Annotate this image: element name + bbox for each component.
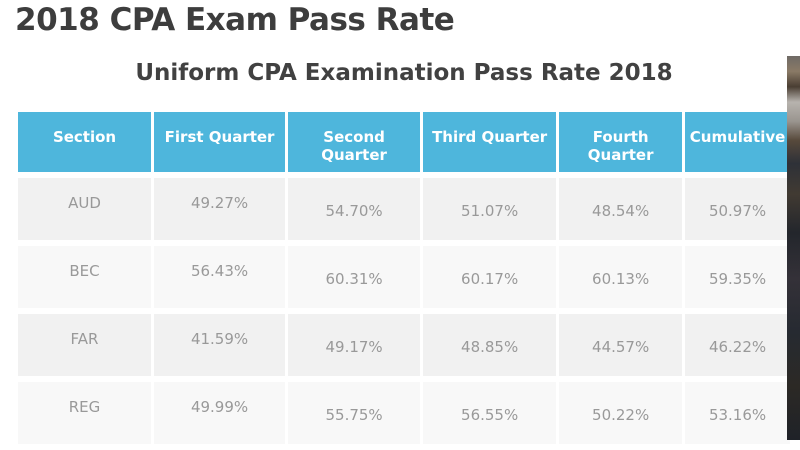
value-cell: 48.54% xyxy=(559,178,683,240)
section-cell: FAR xyxy=(18,314,152,376)
section-cell: REG xyxy=(18,382,152,444)
value-cell: 41.59% xyxy=(154,314,286,376)
pass-rate-table: Section First Quarter Second Quarter Thi… xyxy=(15,106,793,450)
header-cell-cumulative: Cumulative xyxy=(685,112,790,172)
cropped-photo-edge xyxy=(787,56,800,440)
value-cell: 60.17% xyxy=(423,246,557,308)
value-cell: 51.07% xyxy=(423,178,557,240)
section-cell: AUD xyxy=(18,178,152,240)
value-cell: 54.70% xyxy=(288,178,421,240)
table-subtitle: Uniform CPA Examination Pass Rate 2018 xyxy=(135,60,673,86)
value-cell: 50.97% xyxy=(685,178,790,240)
page-title: 2018 CPA Exam Pass Rate xyxy=(15,2,455,38)
header-cell-third-quarter: Third Quarter xyxy=(423,112,557,172)
header-cell-fourth-quarter: Fourth Quarter xyxy=(559,112,683,172)
header-cell-section: Section xyxy=(18,112,152,172)
value-cell: 49.27% xyxy=(154,178,286,240)
value-cell: 60.31% xyxy=(288,246,421,308)
value-cell: 56.43% xyxy=(154,246,286,308)
value-cell: 60.13% xyxy=(559,246,683,308)
value-cell: 49.17% xyxy=(288,314,421,376)
section-cell: BEC xyxy=(18,246,152,308)
table-row-aud: AUD 49.27% 54.70% 51.07% 48.54% 50.97% xyxy=(18,178,790,240)
table-row-far: FAR 41.59% 49.17% 48.85% 44.57% 46.22% xyxy=(18,314,790,376)
value-cell: 44.57% xyxy=(559,314,683,376)
value-cell: 53.16% xyxy=(685,382,790,444)
table-row-reg: REG 49.99% 55.75% 56.55% 50.22% 53.16% xyxy=(18,382,790,444)
value-cell: 49.99% xyxy=(154,382,286,444)
value-cell: 48.85% xyxy=(423,314,557,376)
value-cell: 55.75% xyxy=(288,382,421,444)
table-row-bec: BEC 56.43% 60.31% 60.17% 60.13% 59.35% xyxy=(18,246,790,308)
value-cell: 46.22% xyxy=(685,314,790,376)
value-cell: 59.35% xyxy=(685,246,790,308)
table-header-row: Section First Quarter Second Quarter Thi… xyxy=(18,112,790,172)
value-cell: 50.22% xyxy=(559,382,683,444)
header-cell-first-quarter: First Quarter xyxy=(154,112,286,172)
header-cell-second-quarter: Second Quarter xyxy=(288,112,421,172)
value-cell: 56.55% xyxy=(423,382,557,444)
